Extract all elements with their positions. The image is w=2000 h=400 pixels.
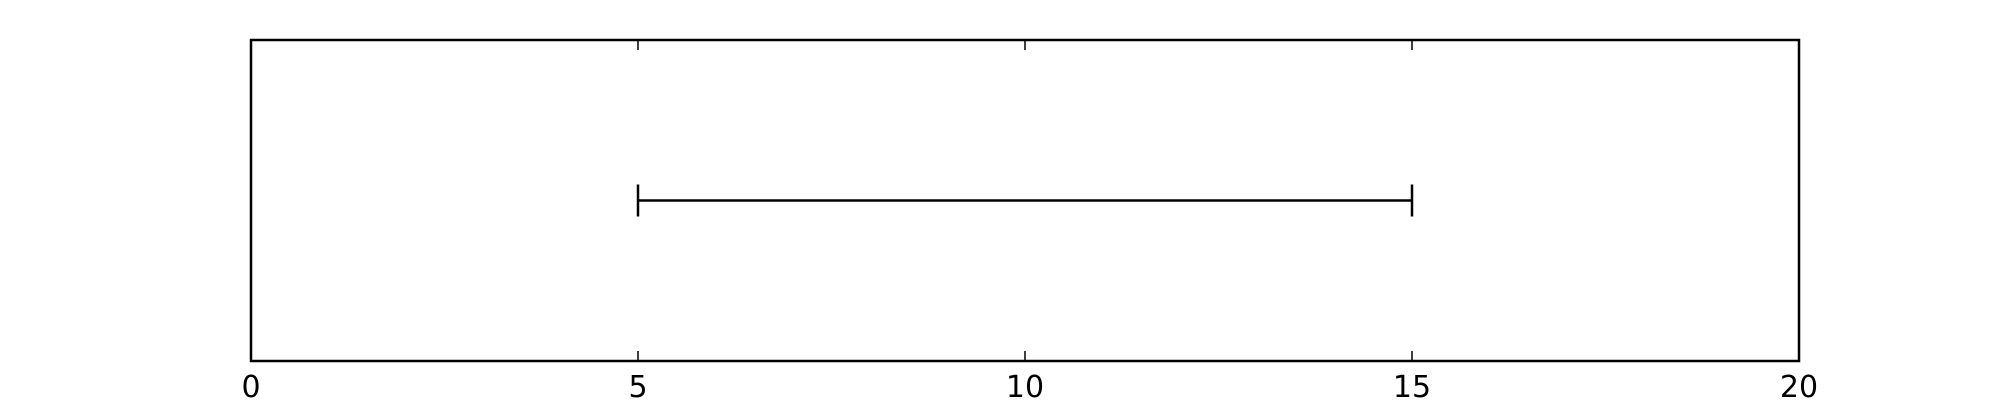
plot-frame: [249, 38, 1801, 363]
interval-series: [636, 184, 1414, 217]
x-axis-tick-labels: 0 5 10 15 20: [241, 370, 1818, 400]
x-tick-label-15: 15: [1393, 370, 1431, 400]
x-tick-label-10: 10: [1006, 370, 1044, 400]
x-tick-label-5: 5: [628, 370, 647, 400]
x-tick-label-0: 0: [241, 370, 260, 400]
x-tick-label-20: 20: [1780, 370, 1818, 400]
